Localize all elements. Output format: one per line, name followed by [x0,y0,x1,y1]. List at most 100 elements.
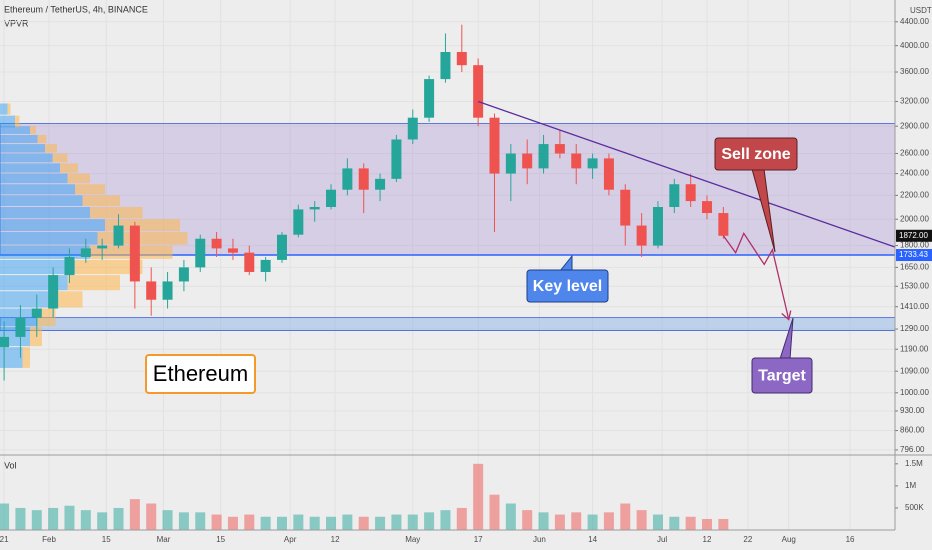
vpvr-down [105,219,180,232]
candle-body [440,51,451,80]
y-tick-label: 2600.00 [900,149,929,158]
y-tick-label: 2200.00 [900,190,929,199]
x-tick-label: 21 [0,535,9,544]
volume-bar [31,510,42,530]
candle-body [178,267,189,282]
candle-body [326,189,337,208]
volume-bar [195,512,206,530]
volume-bar [162,510,173,530]
volume-bar [505,503,516,530]
candle-body [571,153,582,169]
vpvr-up [0,308,38,327]
candle-body [113,225,124,246]
candle-body [554,144,565,154]
x-tick-label: 14 [588,535,597,544]
candle-body [260,259,271,272]
candle-body [129,225,140,282]
volume-bar [129,499,140,530]
callout-box [526,269,609,303]
vpvr-up [0,163,60,173]
v-tick-label: 1.5M [905,459,923,468]
y-tick-label: 3200.00 [900,97,929,106]
x-tick-label: 15 [216,535,225,544]
candle-body [375,178,386,190]
volume-label: Vol [4,460,17,470]
volume-bar [620,503,631,530]
last-price-box [896,229,932,242]
volume-bar [603,512,614,530]
y-tick-label: 1290.00 [900,324,929,333]
y-tick-label: 2900.00 [900,121,929,130]
volume-bar [97,512,108,530]
volume-bar [522,510,533,530]
x-tick-label: 12 [703,535,712,544]
x-tick-label: 16 [846,535,855,544]
volume-bar [211,514,222,530]
y-tick-label: 1090.00 [900,366,929,375]
y-tick-label: 4400.00 [900,17,929,26]
callout-text: Sell zone [721,146,790,163]
vpvr-up [0,245,90,259]
vpvr-down [22,347,30,368]
candle-body [636,225,647,246]
vpvr-down [7,103,11,115]
indicator-label: VPVR [4,18,29,28]
candle-body [538,144,549,169]
candle-body [227,248,238,253]
x-tick-label: Jul [657,535,667,544]
candle-body [391,139,402,179]
candle-body [64,256,75,276]
volume-bar [244,514,255,530]
candle-body [162,281,173,300]
candle-body [309,207,320,210]
candle-body [0,336,10,348]
volume-bar [571,512,582,530]
vpvr-up [0,219,105,232]
candle-body [211,238,222,249]
volume-bar [326,516,337,530]
volume-bar [636,510,647,530]
x-tick-label: Jun [533,535,546,544]
candle-body [718,213,729,236]
y-tick-label: 860.00 [900,426,925,435]
vpvr-up [0,103,8,115]
vpvr-up [0,232,98,245]
vpvr-up [0,126,30,134]
candle-body [342,168,353,190]
candle-body [652,207,663,246]
candle-body [702,201,713,214]
v-tick-label: 500K [905,503,924,512]
vpvr-up [0,115,15,128]
volume-bar [276,516,287,530]
candle-body [195,238,206,268]
candle-body [276,234,287,260]
trendline [477,100,896,248]
volume-bar [113,507,124,530]
volume-bar [685,516,696,530]
callout-text: Key level [533,278,602,295]
callout-box [751,357,813,394]
callout-box [714,137,798,171]
candle-body [456,51,467,66]
candle-body [587,158,598,169]
arrow-head [781,310,792,321]
candle-body [685,184,696,202]
candle-body [522,153,533,169]
vpvr-down [67,275,120,291]
volume-bar [489,494,500,530]
volume-bar [538,512,549,530]
vpvr-up [0,207,90,219]
callout-text: Ethereum [153,361,248,386]
currency-label: USDT [910,6,932,15]
volume-bar [587,514,598,530]
last-price: 1872.00 [899,231,928,240]
vpvr-down [37,308,56,327]
candle-body [48,275,59,309]
y-tick-label: 1410.00 [900,302,929,311]
volume-bar [0,503,10,530]
vpvr-down [30,126,36,134]
x-tick-label: 15 [102,535,111,544]
vpvr-down [37,134,47,144]
x-tick-label: Apr [284,535,297,544]
